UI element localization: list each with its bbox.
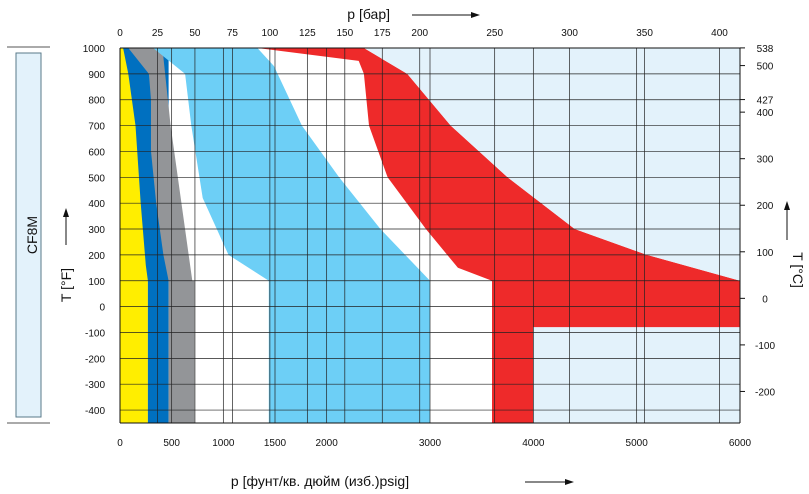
bottom-tick-label-psig: 2000 bbox=[316, 438, 339, 449]
right-axis-title: T [°C] bbox=[790, 252, 806, 288]
material-panel bbox=[15, 52, 42, 418]
y-tick-label-f: 800 bbox=[88, 96, 105, 107]
y-tick-label-c: -200 bbox=[755, 387, 775, 398]
right-axis-arrow bbox=[784, 201, 790, 240]
y-tick-label-c: 0 bbox=[762, 294, 768, 305]
y-tick-label-f: 1000 bbox=[83, 44, 106, 55]
y-tick-label-f: -100 bbox=[85, 328, 105, 339]
bottom-tick-label-psig: 1000 bbox=[212, 438, 235, 449]
top-tick-label-bar: 100 bbox=[262, 28, 279, 39]
y-tick-label-c: 400 bbox=[757, 108, 774, 119]
top-tick-label-bar: 400 bbox=[711, 28, 728, 39]
top-tick-label-bar: 150 bbox=[336, 28, 353, 39]
band-3 bbox=[128, 48, 195, 423]
y-tick-label-c: 300 bbox=[757, 155, 774, 166]
top-tick-label-bar: 25 bbox=[152, 28, 164, 39]
y-tick-label-f: 700 bbox=[88, 122, 105, 133]
band-5 bbox=[257, 48, 740, 423]
tick-labels: 10009008007006005004003002001000-100-200… bbox=[83, 28, 776, 449]
y-tick-label-c: 200 bbox=[757, 201, 774, 212]
bottom-tick-label-psig: 4000 bbox=[522, 438, 545, 449]
y-tick-label-f: 100 bbox=[88, 277, 105, 288]
left-axis-title: T [°F] bbox=[58, 268, 74, 302]
top-tick-label-bar: 125 bbox=[299, 28, 316, 39]
y-tick-label-c: 538 bbox=[757, 44, 774, 55]
y-tick-label-f: 0 bbox=[99, 303, 105, 314]
y-tick-label-f: 500 bbox=[88, 173, 105, 184]
top-tick-label-bar: 75 bbox=[227, 28, 239, 39]
top-tick-label-bar: 175 bbox=[374, 28, 391, 39]
y-tick-label-f: 300 bbox=[88, 225, 105, 236]
y-tick-label-f: 900 bbox=[88, 70, 105, 81]
grid-lines bbox=[120, 47, 740, 423]
top-tick-label-bar: 50 bbox=[189, 28, 201, 39]
y-tick-label-f: -300 bbox=[85, 380, 105, 391]
y-tick-label-c: 500 bbox=[757, 62, 774, 73]
left-axis-arrow bbox=[63, 208, 69, 245]
y-tick-label-f: 400 bbox=[88, 199, 105, 210]
bottom-axis-title: p [фунт/кв. дюйм (изб.)psig] bbox=[231, 473, 409, 489]
bottom-tick-label-psig: 500 bbox=[163, 438, 180, 449]
top-axis-arrow bbox=[412, 12, 480, 18]
y-tick-label-c: -100 bbox=[755, 341, 775, 352]
bottom-tick-label-psig: 6000 bbox=[729, 438, 752, 449]
y-tick-label-f: -200 bbox=[85, 354, 105, 365]
y-tick-label-c: 100 bbox=[757, 248, 774, 259]
band-4 bbox=[153, 48, 430, 423]
top-axis-title: p [бар] bbox=[347, 6, 390, 22]
top-tick-label-bar: 0 bbox=[117, 28, 123, 39]
y-tick-label-f: 200 bbox=[88, 251, 105, 262]
y-tick-label-f: -400 bbox=[85, 406, 105, 417]
bottom-tick-label-psig: 1500 bbox=[264, 438, 287, 449]
top-tick-label-bar: 250 bbox=[486, 28, 503, 39]
top-tick-label-bar: 300 bbox=[561, 28, 578, 39]
band-6 bbox=[363, 48, 740, 281]
bottom-axis-arrow bbox=[525, 479, 574, 485]
material-label: CF8M bbox=[24, 216, 40, 254]
bottom-tick-label-psig: 3000 bbox=[419, 438, 442, 449]
top-tick-label-bar: 200 bbox=[411, 28, 428, 39]
bottom-tick-label-psig: 5000 bbox=[626, 438, 649, 449]
top-tick-label-bar: 350 bbox=[636, 28, 653, 39]
y-tick-label-c: 427 bbox=[757, 96, 774, 107]
bottom-tick-label-psig: 0 bbox=[117, 438, 123, 449]
axes bbox=[119, 47, 741, 424]
y-tick-label-f: 600 bbox=[88, 147, 105, 158]
